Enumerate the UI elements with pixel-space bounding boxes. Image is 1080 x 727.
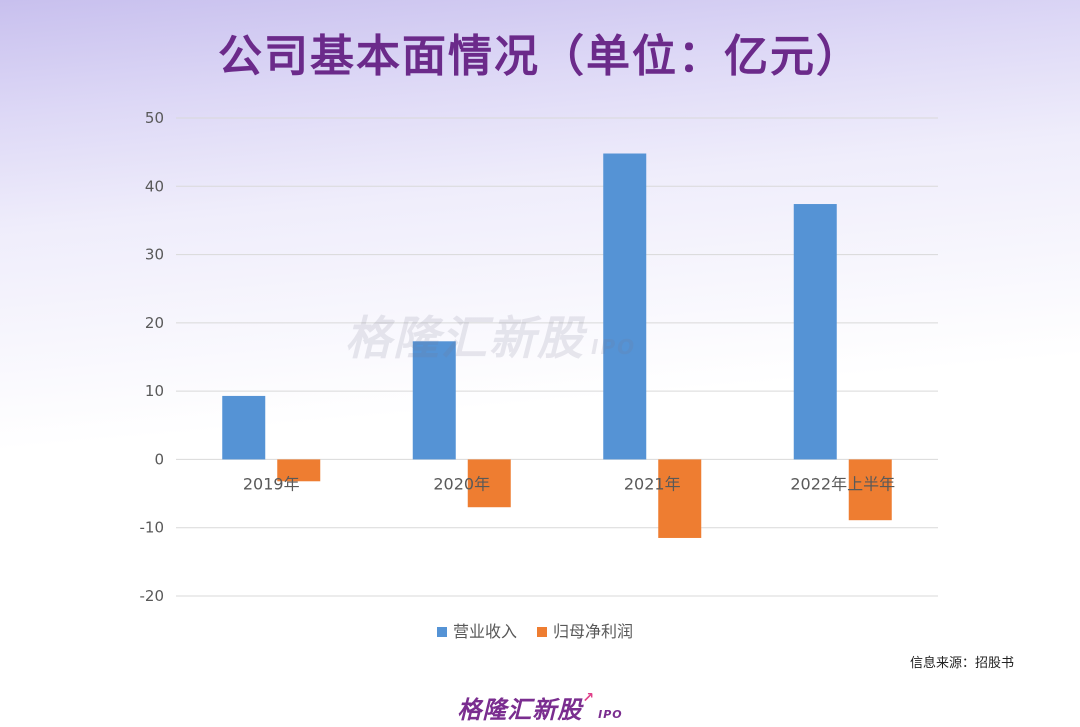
legend-swatch	[537, 627, 547, 637]
x-tick-label: 2019年	[243, 474, 300, 493]
bar-net-profit	[277, 459, 321, 482]
chart-title: 公司基本面情况（单位：亿元）	[218, 31, 862, 82]
bar-revenue	[793, 204, 837, 460]
bar-revenue	[412, 341, 456, 460]
watermark: 格隆汇新股 IPO	[345, 302, 636, 368]
y-tick-label: 30	[145, 246, 164, 264]
bar-revenue	[222, 395, 266, 460]
logo-sub: IPO	[598, 708, 623, 721]
legend: 营业收入 归母净利润	[437, 622, 633, 641]
x-axis-tick-labels: 2019年 2020年 2021年 2022年上半年	[243, 474, 895, 493]
bar-net-profit	[467, 459, 511, 508]
bar-net-profit	[848, 459, 892, 521]
bar-revenue	[603, 153, 647, 460]
watermark-text: 格隆汇新股	[345, 311, 585, 365]
legend-label: 归母净利润	[553, 622, 633, 641]
arrow-icon: ↗	[582, 690, 596, 706]
legend-label: 营业收入	[453, 622, 517, 641]
x-tick-label: 2020年	[433, 474, 490, 493]
y-axis-tick-labels: -20 -10 0 10 20 30 40 50	[140, 109, 165, 605]
bar-net-profit	[658, 459, 702, 538]
y-tick-label: -20	[140, 587, 165, 605]
x-tick-label: 2022年上半年	[790, 474, 895, 493]
y-tick-label: 10	[145, 382, 164, 400]
watermark-sub: IPO	[591, 335, 637, 359]
x-tick-label: 2021年	[624, 474, 681, 493]
y-tick-label: 50	[145, 109, 164, 127]
y-tick-label: 0	[154, 450, 164, 468]
legend-swatch	[437, 627, 447, 637]
y-tick-label: 20	[145, 314, 164, 332]
logo-text: 格隆汇新股	[457, 696, 583, 724]
source-note: 信息来源：招股书	[909, 656, 1014, 671]
bars	[222, 153, 892, 538]
brand-logo: 格隆汇新股↗IPO	[0, 690, 1080, 725]
y-tick-label: -10	[140, 519, 165, 537]
y-tick-label: 40	[145, 177, 164, 195]
